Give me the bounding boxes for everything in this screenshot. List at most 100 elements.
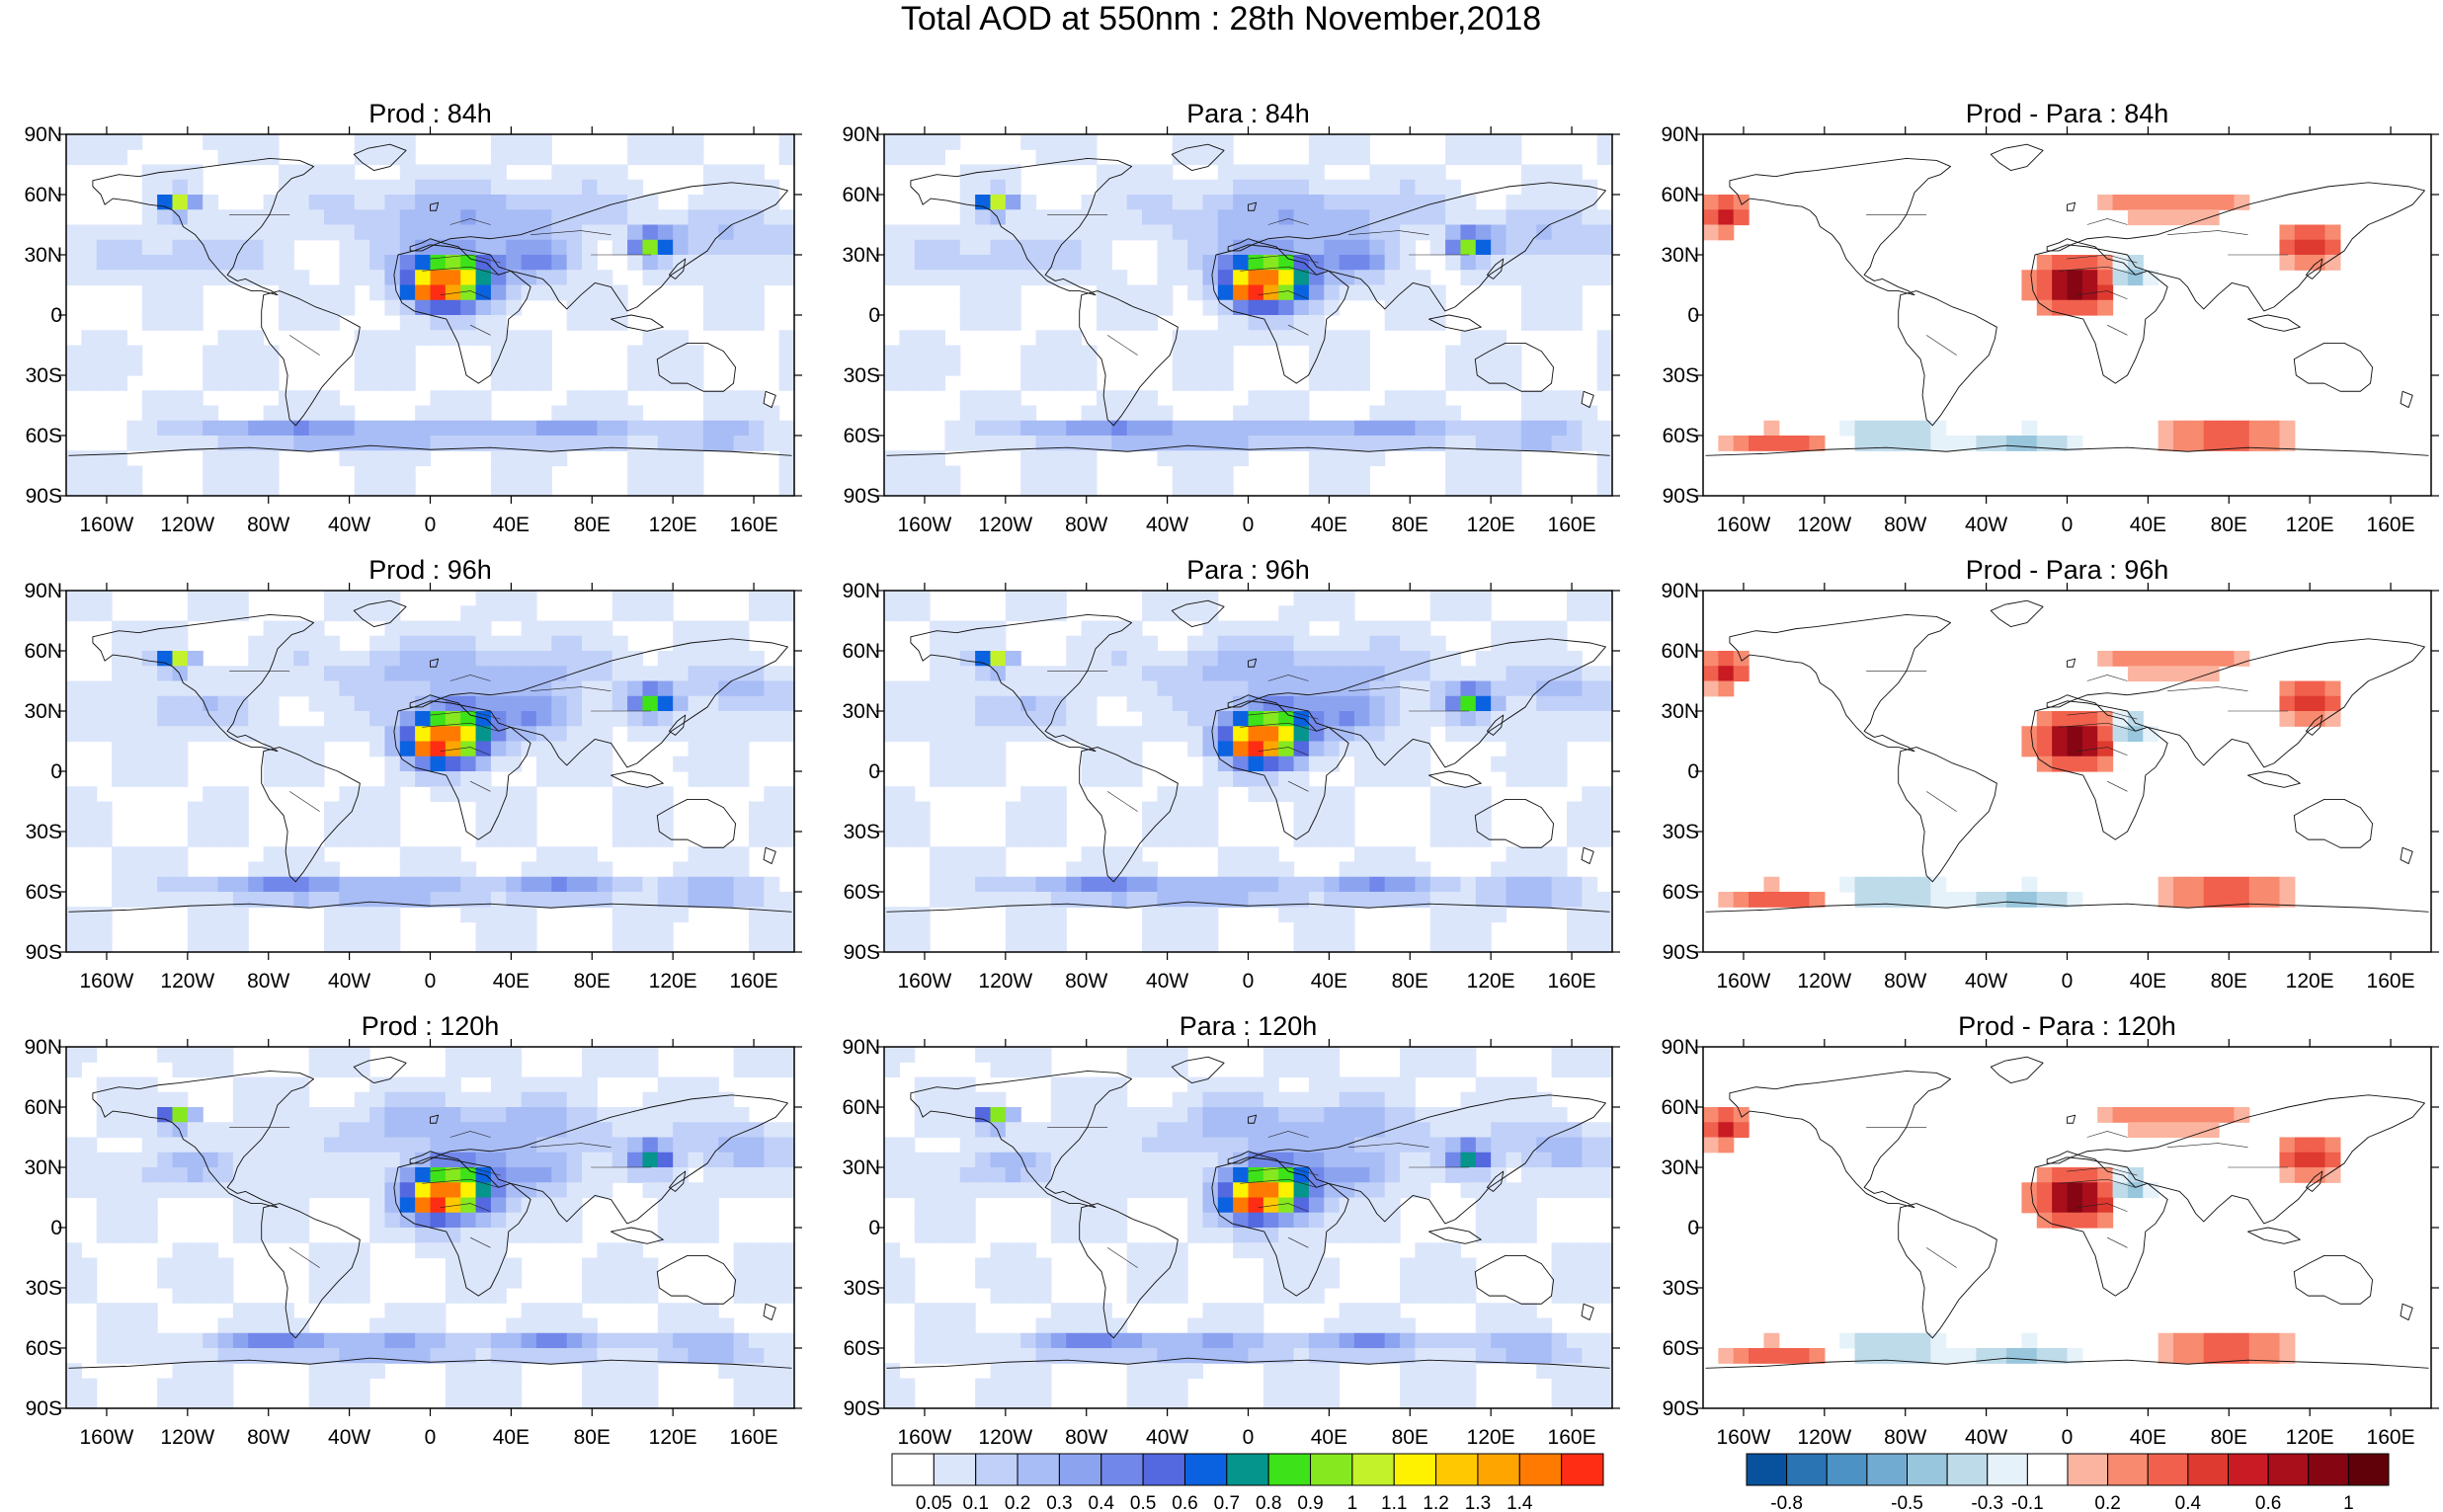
colorbar-swatch	[933, 1453, 977, 1486]
aod-colorbar: 0.05 0.1 0.2 0.3 0.4 0.5 0.6 0.7 0.8 0.9 1 1.1 1.2 1.…	[891, 1453, 1604, 1512]
lat-tick-label: 0	[50, 1217, 62, 1239]
colorbar-swatch	[1226, 1453, 1269, 1486]
lon-tick-label: 120W	[1797, 514, 1851, 536]
aod-field	[1703, 1107, 2341, 1364]
lat-tick-label: 0	[1687, 304, 1699, 327]
lon-tick-label: 120E	[2286, 970, 2334, 993]
map-panel: Prod - Para : 84h 160W 120W 80W 40W 0 40E 80E 12…	[1661, 99, 2439, 536]
diff-colorbar: -0.8 -0.5 -0.3 -0.1 0.2 0.4 0.6 1	[1746, 1453, 2390, 1512]
lat-tick-label: 60S	[1663, 425, 1699, 447]
lat-tick-label: 60S	[844, 425, 880, 447]
lon-tick-label: 0	[425, 970, 437, 993]
colorbar-swatch	[1267, 1453, 1312, 1486]
lon-tick-label: 120E	[1467, 1426, 1515, 1449]
lon-tick-label: 120E	[2286, 514, 2334, 536]
lon-tick-label: 120W	[978, 970, 1032, 993]
lat-tick-label: 90S	[1663, 485, 1699, 508]
lon-tick-label: 160W	[80, 1426, 134, 1449]
lon-tick-label: 160W	[898, 514, 952, 536]
lon-tick-label: 80W	[1884, 514, 1926, 536]
lon-tick-label: 160E	[2367, 1426, 2415, 1449]
lon-tick-label: 40E	[1311, 514, 1347, 536]
lon-tick-label: 80W	[247, 970, 289, 993]
lon-tick-label: 120E	[649, 1426, 697, 1449]
colorbar-swatch	[2347, 1453, 2390, 1486]
colorbar-label: 1	[1347, 1493, 1358, 1512]
colorbar-label: 0.7	[1214, 1493, 1240, 1512]
colorbar-label: -0.3	[1971, 1493, 2003, 1512]
lat-tick-label: 0	[868, 760, 880, 783]
lon-tick-label: 160E	[1548, 1426, 1596, 1449]
colorbar-swatch	[1907, 1453, 1948, 1486]
lon-tick-label: 40E	[1311, 1426, 1347, 1449]
lat-tick-label: 60N	[1661, 184, 1699, 206]
colorbar-swatch	[2228, 1453, 2269, 1486]
map-panel: Para : 84h 160W 120W 80W 40W 0 40E 80E 120E 160E 9…	[842, 99, 1620, 536]
lat-tick-label: 90N	[24, 1036, 62, 1059]
colorbar-swatch	[1518, 1453, 1563, 1486]
lon-tick-label: 120W	[1797, 1426, 1851, 1449]
lat-tick-label: 60N	[1661, 1096, 1699, 1119]
colorbar-label: 0.5	[1130, 1493, 1156, 1512]
lon-tick-label: 0	[2062, 514, 2074, 536]
lon-tick-label: 40W	[1146, 1426, 1188, 1449]
lon-tick-label: 0	[425, 514, 437, 536]
lon-tick-label: 40E	[1311, 970, 1347, 993]
colorbar-swatch	[1946, 1453, 1989, 1486]
colorbar-swatch	[2308, 1453, 2349, 1486]
lon-tick-label: 120W	[160, 970, 214, 993]
colorbar-label: 0.2	[1005, 1493, 1030, 1512]
map-panel: Para : 120h 160W 120W 80W 40W 0 40E 80E 120E 160E…	[842, 1011, 1620, 1449]
colorbar-label: 0.05	[916, 1493, 952, 1512]
lat-tick-label: 90S	[26, 941, 62, 964]
lon-tick-label: 0	[1243, 514, 1255, 536]
lon-tick-label: 160W	[898, 970, 952, 993]
lon-tick-label: 160W	[898, 1426, 952, 1449]
colorbar-label: -0.1	[2011, 1493, 2044, 1512]
lon-tick-label: 160E	[2367, 970, 2415, 993]
lon-tick-label: 80W	[1065, 514, 1107, 536]
lon-tick-label: 80E	[1392, 1426, 1428, 1449]
lat-tick-label: 60N	[842, 184, 880, 206]
map-panel: Prod - Para : 96h 160W 120W 80W 40W 0 40E 80E 12…	[1661, 555, 2439, 993]
lon-tick-label: 120E	[1467, 970, 1515, 993]
panel-title: Prod - Para : 96h	[1966, 555, 2169, 585]
lon-tick-label: 120W	[160, 1426, 214, 1449]
colorbar-swatch	[1393, 1453, 1437, 1486]
lon-tick-label: 80W	[1884, 1426, 1926, 1449]
lat-tick-label: 90N	[842, 123, 880, 146]
lon-tick-label: 120W	[1797, 970, 1851, 993]
aod-field	[884, 591, 1613, 953]
colorbar-label: 1.2	[1423, 1493, 1448, 1512]
panel-title: Prod - Para : 120h	[1958, 1011, 2176, 1041]
lat-tick-label: 60N	[24, 640, 62, 663]
lat-tick-label: 90N	[1661, 1036, 1699, 1059]
lon-tick-label: 40W	[1965, 1426, 2007, 1449]
colorbar-swatch	[2107, 1453, 2149, 1486]
colorbar-label: 0.1	[962, 1493, 988, 1512]
colorbar-label: -0.8	[1770, 1493, 1803, 1512]
colorbar-label: 1.3	[1465, 1493, 1491, 1512]
colorbar-swatch	[2067, 1453, 2109, 1486]
lat-tick-label: 60S	[844, 1337, 880, 1360]
lon-tick-label: 160E	[730, 1426, 778, 1449]
colorbar-label: 0.2	[2094, 1493, 2120, 1512]
colorbar-label: -0.5	[1891, 1493, 1923, 1512]
colorbar-swatch	[1310, 1453, 1353, 1486]
lon-tick-label: 40E	[493, 1426, 529, 1449]
panel-title: Prod : 84h	[368, 99, 492, 128]
map-panel: Prod : 96h 160W 120W 80W 40W 0 40E 80E 120E 160E 9…	[24, 555, 802, 993]
aod-field	[1703, 195, 2341, 451]
panel-grid: Prod : 84h 160W 120W 80W 40W 0 40E 80E 120E 160E 9…	[24, 99, 2439, 1449]
lat-tick-label: 90S	[26, 485, 62, 508]
aod-field	[884, 1047, 1613, 1409]
lat-tick-label: 90N	[842, 580, 880, 602]
lon-tick-label: 120W	[978, 1426, 1032, 1449]
lon-tick-label: 40W	[1965, 970, 2007, 993]
panel-title: Prod - Para : 84h	[1966, 99, 2169, 128]
lat-tick-label: 90S	[844, 1397, 880, 1420]
lon-tick-label: 0	[1243, 1426, 1255, 1449]
colorbar-label: 0.3	[1046, 1493, 1072, 1512]
lon-tick-label: 160W	[80, 514, 134, 536]
